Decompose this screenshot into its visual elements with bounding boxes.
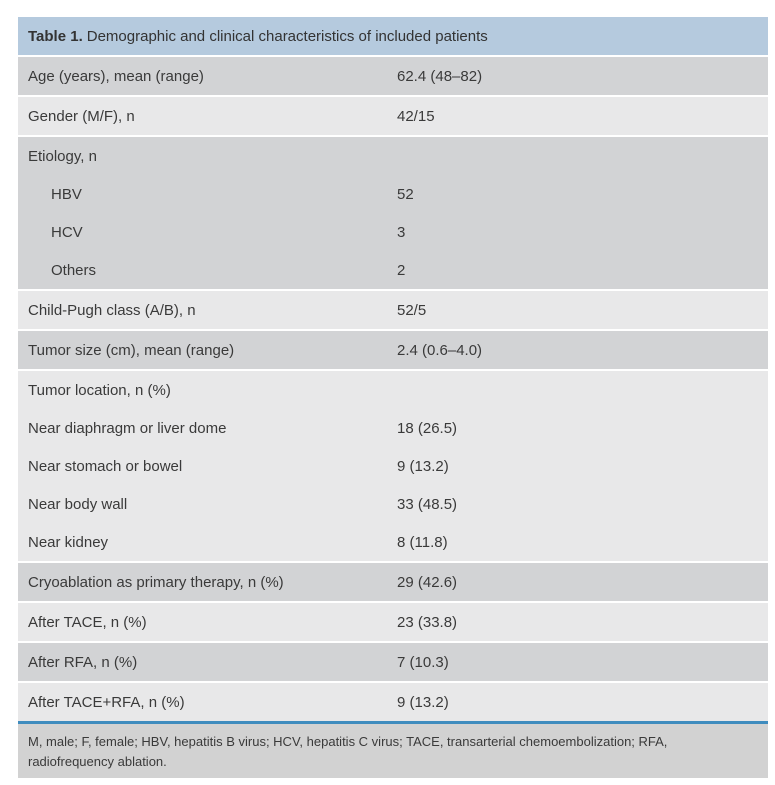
table-line: Child-Pugh class (A/B), n 52/5 <box>18 291 768 329</box>
row-value: 62.4 (48–82) <box>397 67 483 85</box>
table-line: Near stomach or bowel 9 (13.2) <box>18 447 768 485</box>
row-value: 23 (33.8) <box>397 613 458 631</box>
table-line: Tumor location, n (%) <box>18 371 768 409</box>
row-label: Tumor location, n (%) <box>28 381 171 399</box>
table-line: Gender (M/F), n 42/15 <box>18 97 768 135</box>
row-label: Tumor size (cm), mean (range) <box>28 341 235 359</box>
table-line: After TACE+RFA, n (%) 9 (13.2) <box>18 683 768 721</box>
row-value: 8 (11.8) <box>397 533 448 551</box>
table-line: HBV 52 <box>18 175 768 213</box>
row-label: Child-Pugh class (A/B), n <box>28 301 196 319</box>
row-value: 33 (48.5) <box>397 495 458 513</box>
table-line: After RFA, n (%) 7 (10.3) <box>18 643 768 681</box>
row-label: Cryoablation as primary therapy, n (%) <box>28 573 284 591</box>
table-line: Tumor size (cm), mean (range) 2.4 (0.6–4… <box>18 331 768 369</box>
row-value: 9 (13.2) <box>397 693 449 711</box>
table-line: Age (years), mean (range) 62.4 (48–82) <box>18 57 768 95</box>
table-row-tumor-size: Tumor size (cm), mean (range) 2.4 (0.6–4… <box>18 331 768 369</box>
row-label: Age (years), mean (range) <box>28 67 204 85</box>
row-label: HCV <box>51 223 83 241</box>
row-value: 9 (13.2) <box>397 457 449 475</box>
row-label: HBV <box>51 185 82 203</box>
row-value: 3 <box>397 223 406 241</box>
row-label: Gender (M/F), n <box>28 107 135 125</box>
table-row-after-tace-rfa: After TACE+RFA, n (%) 9 (13.2) <box>18 683 768 721</box>
row-value: 18 (26.5) <box>397 419 458 437</box>
footnote: M, male; F, female; HBV, hepatitis B vir… <box>18 724 768 778</box>
row-label: Near stomach or bowel <box>28 457 183 475</box>
table-row-after-tace: After TACE, n (%) 23 (33.8) <box>18 603 768 641</box>
table-line: Near kidney 8 (11.8) <box>18 523 768 561</box>
row-value: 52 <box>397 185 414 203</box>
row-label: Others <box>51 261 97 279</box>
row-value: 29 (42.6) <box>397 573 458 591</box>
row-label: Near kidney <box>28 533 109 551</box>
table-title: Demographic and clinical characteristics… <box>86 27 488 45</box>
table-line: Cryoablation as primary therapy, n (%) 2… <box>18 563 768 601</box>
row-value: 52/5 <box>397 301 427 319</box>
table-row-after-rfa: After RFA, n (%) 7 (10.3) <box>18 643 768 681</box>
table-header: Table 1. Demographic and clinical charac… <box>18 17 768 55</box>
row-value: 7 (10.3) <box>397 653 449 671</box>
footer-divider-line <box>18 721 768 724</box>
table-line: After TACE, n (%) 23 (33.8) <box>18 603 768 641</box>
row-value: 2 <box>397 261 406 279</box>
row-label: Near body wall <box>28 495 128 513</box>
table-rowgroup-etiology: Etiology, n HBV 52 HCV 3 Others 2 <box>18 137 768 289</box>
row-label: After TACE+RFA, n (%) <box>28 693 185 711</box>
table-row-gender: Gender (M/F), n 42/15 <box>18 97 768 135</box>
row-label: After TACE, n (%) <box>28 613 147 631</box>
row-label: Etiology, n <box>28 147 97 165</box>
row-value: 42/15 <box>397 107 435 125</box>
table-line: Etiology, n <box>18 137 768 175</box>
row-label: After RFA, n (%) <box>28 653 138 671</box>
table-line: Near diaphragm or liver dome 18 (26.5) <box>18 409 768 447</box>
table-line: HCV 3 <box>18 213 768 251</box>
table-rowgroup-tumor-location: Tumor location, n (%) Near diaphragm or … <box>18 371 768 561</box>
row-label: Near diaphragm or liver dome <box>28 419 227 437</box>
row-value: 2.4 (0.6–4.0) <box>397 341 483 359</box>
table-line: Others 2 <box>18 251 768 289</box>
table-row-cryoablation: Cryoablation as primary therapy, n (%) 2… <box>18 563 768 601</box>
table-number: Table 1. <box>28 27 83 45</box>
table-1: Table 1. Demographic and clinical charac… <box>18 17 768 778</box>
table-row-age: Age (years), mean (range) 62.4 (48–82) <box>18 57 768 95</box>
table-line: Near body wall 33 (48.5) <box>18 485 768 523</box>
table-row-child-pugh: Child-Pugh class (A/B), n 52/5 <box>18 291 768 329</box>
